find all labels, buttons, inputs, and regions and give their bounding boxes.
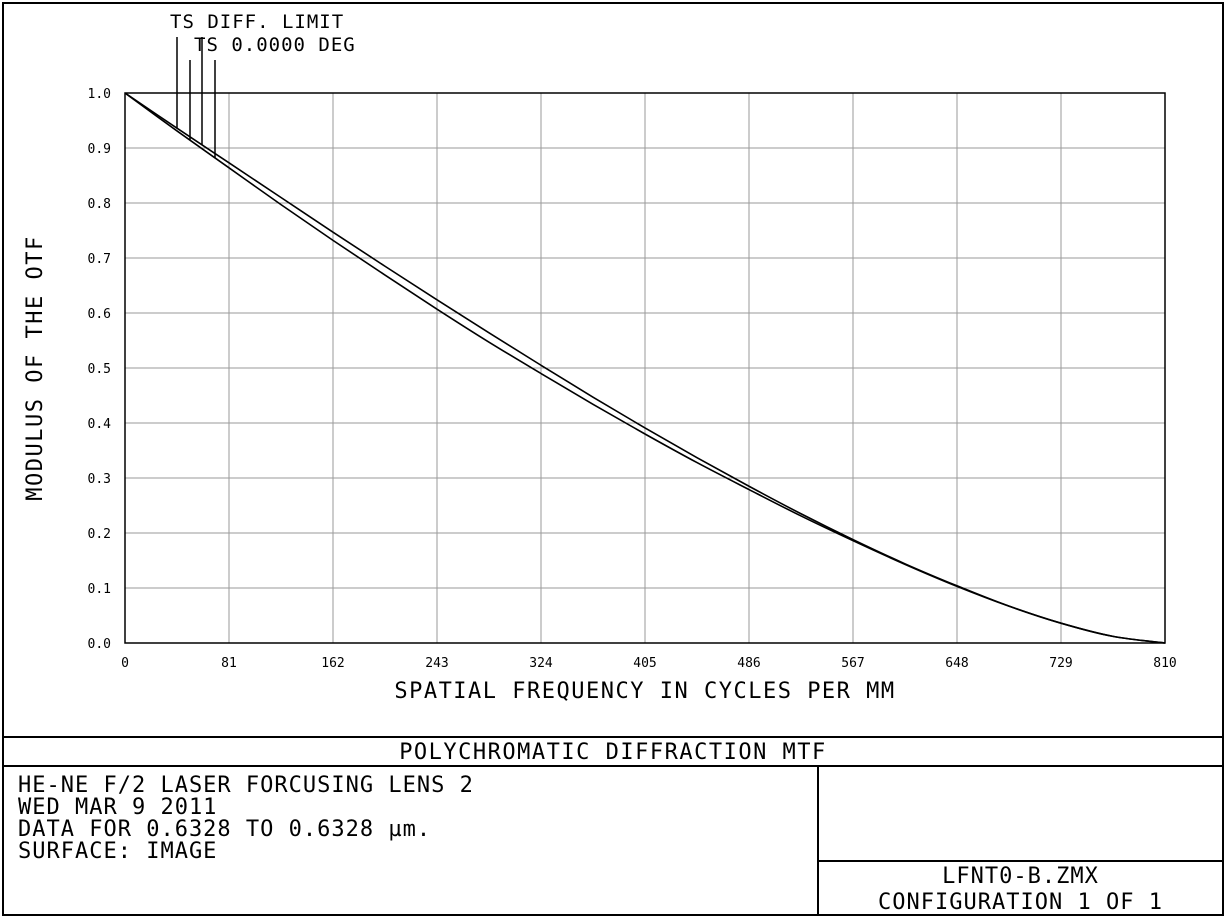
legend-label: TS DIFF. LIMIT <box>170 11 344 33</box>
x-tick-label: 81 <box>221 656 237 671</box>
lens-info-panel: HE-NE F/2 LASER FORCUSING LENS 2 WED MAR… <box>18 775 474 863</box>
x-axis-title: SPATIAL FREQUENCY IN CYCLES PER MM <box>394 679 895 704</box>
x-tick-label: 810 <box>1153 656 1176 671</box>
series-layer <box>124 92 1166 644</box>
surface-label: SURFACE: IMAGE <box>18 839 218 864</box>
configuration-label: CONFIGURATION 1 OF 1 <box>878 890 1163 915</box>
y-tick-label: 0.9 <box>88 142 111 157</box>
tick-labels: 0 81 162 243 324 405 486 567 648 729 810 0.0 0.1 0.2 0… <box>88 87 1177 671</box>
file-info-panel: LFNT0-B.ZMX CONFIGURATION 1 OF 1 <box>818 866 1223 914</box>
file-name: LFNT0-B.ZMX <box>942 864 1099 889</box>
y-axis-title: MODULUS OF THE OTF <box>23 235 48 500</box>
legend-label: TS 0.0000 DEG <box>194 34 356 56</box>
x-tick-label: 648 <box>945 656 968 671</box>
x-tick-label: 405 <box>633 656 656 671</box>
report-date: WED MAR 9 2011 <box>18 795 218 820</box>
y-tick-label: 0.3 <box>88 472 111 487</box>
y-tick-label: 0.4 <box>88 417 112 432</box>
x-tick-label: 486 <box>737 656 760 671</box>
x-tick-label: 162 <box>321 656 344 671</box>
plot-area-border <box>124 92 1166 644</box>
wavelength-range: DATA FOR 0.6328 TO 0.6328 µm. <box>18 817 432 842</box>
y-tick-label: 0.5 <box>88 362 111 377</box>
x-tick-label: 0 <box>121 656 129 671</box>
x-tick-label: 567 <box>841 656 864 671</box>
grid-lines <box>125 93 1165 643</box>
x-tick-label: 729 <box>1049 656 1072 671</box>
y-tick-label: 1.0 <box>88 87 111 102</box>
series-line-1 <box>124 92 1166 644</box>
lens-name: HE-NE F/2 LASER FORCUSING LENS 2 <box>18 773 474 798</box>
y-tick-label: 0.1 <box>88 582 111 597</box>
y-tick-label: 0.6 <box>88 307 111 322</box>
x-tick-label: 243 <box>425 656 448 671</box>
footer-title: POLYCHROMATIC DIFFRACTION MTF <box>399 740 827 765</box>
x-tick-label: 324 <box>529 656 553 671</box>
y-tick-label: 0.0 <box>88 637 111 652</box>
y-tick-label: 0.7 <box>88 252 111 267</box>
y-tick-label: 0.2 <box>88 527 111 542</box>
y-tick-label: 0.8 <box>88 197 111 212</box>
